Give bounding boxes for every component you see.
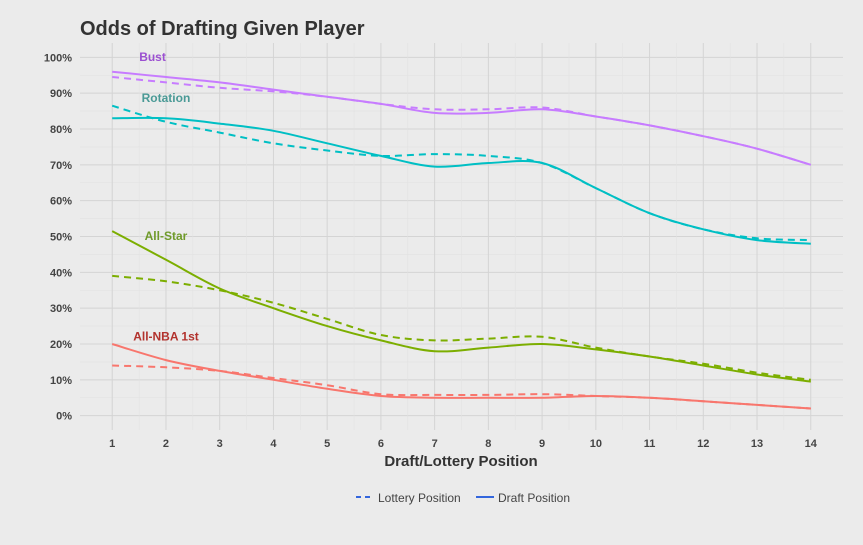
y-tick-label: 50% [50, 232, 72, 244]
x-tick-label: 1 [109, 438, 115, 450]
x-tick-label: 13 [751, 438, 763, 450]
y-tick-label: 0% [56, 411, 72, 423]
x-tick-label: 9 [539, 438, 545, 450]
series-label-bust: Bust [139, 50, 166, 64]
y-tick-label: 80% [50, 124, 72, 136]
x-tick-label: 3 [217, 438, 223, 450]
series-line-all-star-draft [111, 230, 811, 383]
x-tick-label: 10 [590, 438, 602, 450]
series-label-all-star: All-Star [145, 229, 188, 243]
series-line-bust-draft [112, 70, 812, 166]
x-tick-label: 14 [805, 438, 818, 450]
series-line-all-nba-1st-draft [111, 343, 811, 410]
series-label-rotation: Rotation [142, 91, 191, 105]
y-tick-label: 40% [50, 267, 72, 279]
x-tick-label: 12 [697, 438, 709, 450]
y-tick-label: 60% [50, 196, 72, 208]
y-tick-label: 100% [44, 52, 72, 64]
x-tick-label: 5 [324, 438, 330, 450]
y-tick-label: 20% [50, 339, 72, 351]
legend-label-lottery: Lottery Position [378, 491, 461, 505]
x-tick-label: 4 [270, 438, 277, 450]
x-tick-label: 11 [644, 438, 656, 450]
y-tick-label: 10% [50, 375, 72, 387]
y-tick-label: 30% [50, 303, 72, 315]
chart-title: Odds of Drafting Given Player [80, 18, 365, 40]
x-tick-label: 2 [163, 438, 169, 450]
x-axis-title: Draft/Lottery Position [384, 453, 537, 470]
x-tick-label: 7 [432, 438, 438, 450]
y-tick-label: 70% [50, 160, 72, 172]
y-tick-label: 90% [50, 88, 72, 100]
legend-label-draft: Draft Position [498, 491, 570, 505]
series-label-all-nba-1st: All-NBA 1st [133, 329, 199, 343]
plot-panel: 0%10%20%30%40%50%60%70%80%90%100%1 2 3 4 5 6 7… [44, 43, 843, 450]
x-tick-label: 8 [485, 438, 491, 450]
series-line-rotation-draft [112, 116, 811, 245]
legend: Lottery Position Draft Position [356, 491, 570, 505]
x-tick-label: 6 [378, 438, 384, 450]
